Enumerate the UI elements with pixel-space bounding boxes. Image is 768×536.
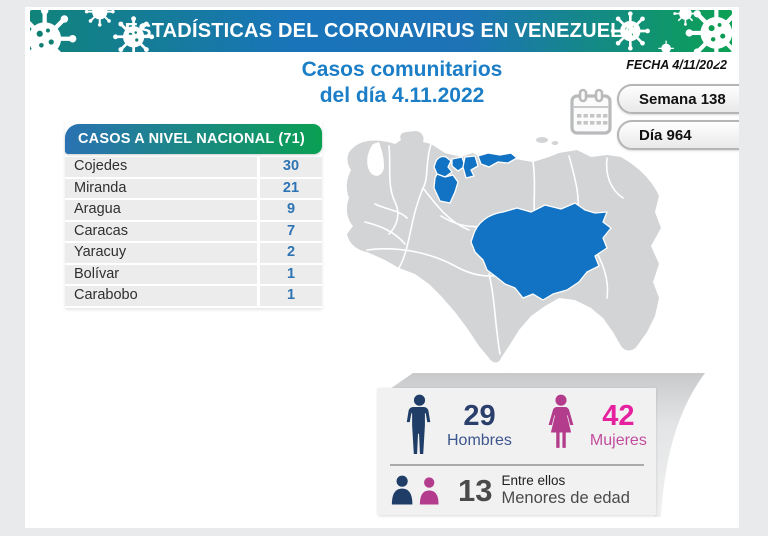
hombres-value: 29 xyxy=(463,399,496,432)
map-island xyxy=(551,141,559,145)
semana-badge: Semana 138 xyxy=(617,84,739,114)
table-row: Cojedes 30 xyxy=(65,157,322,177)
menores-label: Entre ellos Menores de edad xyxy=(501,473,629,508)
mujeres-label: Mujeres xyxy=(589,431,647,449)
state-cases: 1 xyxy=(260,264,322,284)
state-cases: 9 xyxy=(260,200,322,220)
state-name: Yaracuy xyxy=(65,243,257,263)
menores-label-line2: Menores de edad xyxy=(501,489,630,507)
fecha-label: FECHA 4/11/2022 xyxy=(626,58,727,72)
children-icon xyxy=(391,475,439,505)
state-cases: 2 xyxy=(260,243,322,263)
state-cases: 21 xyxy=(260,178,322,198)
state-name: Bolívar xyxy=(65,264,257,284)
state-cases: 1 xyxy=(260,286,322,306)
table-row: Miranda 21 xyxy=(65,178,322,198)
state-cases: 30 xyxy=(260,157,322,177)
virus-icon xyxy=(610,7,739,64)
menores-label-line1: Entre ellos xyxy=(501,473,566,488)
state-name: Cojedes xyxy=(65,157,257,177)
cases-table-header: CASOS A NIVEL NACIONAL (71) xyxy=(65,120,322,154)
table-row: Caracas 7 xyxy=(65,221,322,241)
calendar-icon xyxy=(570,88,612,135)
panel-page-curl xyxy=(387,373,705,517)
gender-stats-panel: 29 Hombres 42 Mujeres 13 xyxy=(378,388,656,515)
cases-table: CASOS A NIVEL NACIONAL (71) Cojedes 30 Mi… xyxy=(65,120,322,308)
hombres-stat: 29 Hombres xyxy=(447,401,512,450)
page-title-line1: Casos comunitarios xyxy=(301,58,503,81)
state-name: Carabobo xyxy=(65,286,257,306)
menores-value: 13 xyxy=(458,472,493,508)
mujeres-group: 42 Mujeres xyxy=(546,394,647,456)
menores-row: 13 Entre ellos Menores de edad xyxy=(378,466,656,508)
state-name: Miranda xyxy=(65,178,257,198)
banner-title: ESTADÍSTICAS DEL CORONAVIRUS EN VENEZUEL… xyxy=(124,19,638,42)
dia-badge: Día 964 xyxy=(617,120,739,150)
table-row: Aragua 9 xyxy=(65,200,322,220)
content-card: ESTADÍSTICAS DEL CORONAVIRUS EN VENEZUEL… xyxy=(25,7,739,528)
mujeres-value: 42 xyxy=(602,399,635,432)
hombres-label: Hombres xyxy=(447,431,512,449)
state-cases: 7 xyxy=(260,221,322,241)
female-icon xyxy=(548,394,574,448)
panel-divider xyxy=(390,464,644,466)
table-row: Carabobo 1 xyxy=(65,286,322,306)
mujeres-stat: 42 Mujeres xyxy=(590,401,647,450)
header-banner: ESTADÍSTICAS DEL CORONAVIRUS EN VENEZUEL… xyxy=(25,7,739,71)
state-name: Aragua xyxy=(65,200,257,220)
table-row: Bolívar 1 xyxy=(65,264,322,284)
virus-icon xyxy=(25,7,155,71)
male-icon xyxy=(406,394,431,455)
page-title-line2: del día 4.11.2022 xyxy=(319,84,485,107)
cases-table-body: Cojedes 30 Miranda 21 Aragua 9 Caracas 7 Yar… xyxy=(65,157,322,306)
state-name: Caracas xyxy=(65,221,257,241)
table-row: Yaracuy 2 xyxy=(65,243,322,263)
venezuela-map xyxy=(346,131,661,363)
map-lake xyxy=(367,142,384,176)
map-state-highlighted xyxy=(470,202,612,301)
map-island xyxy=(536,137,548,143)
gender-row: 29 Hombres 42 Mujeres xyxy=(378,388,656,462)
map-state-highlighted xyxy=(433,152,518,204)
page-title: Casos comunitarios del día 4.11.2022 xyxy=(293,57,511,109)
hombres-group: 29 Hombres xyxy=(406,394,512,456)
